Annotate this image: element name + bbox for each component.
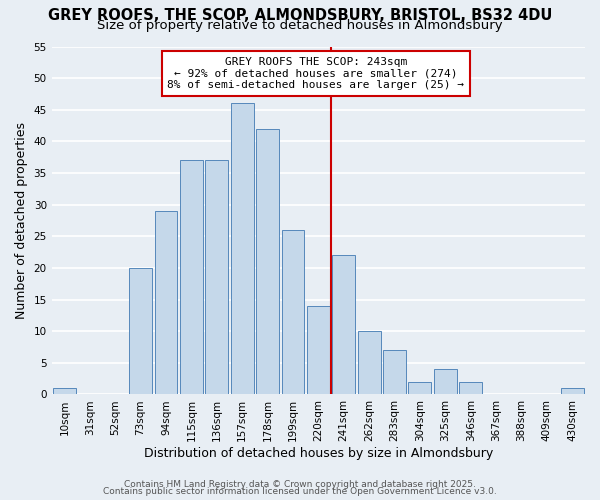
Bar	[205, 160, 228, 394]
Bar	[358, 331, 380, 394]
Bar	[561, 388, 584, 394]
Bar	[155, 211, 178, 394]
Bar	[180, 160, 203, 394]
Bar	[459, 382, 482, 394]
Bar	[307, 306, 330, 394]
Bar	[256, 128, 279, 394]
Text: Contains HM Land Registry data © Crown copyright and database right 2025.: Contains HM Land Registry data © Crown c…	[124, 480, 476, 489]
Bar	[383, 350, 406, 395]
Bar	[409, 382, 431, 394]
X-axis label: Distribution of detached houses by size in Almondsbury: Distribution of detached houses by size …	[144, 447, 493, 460]
Bar	[231, 104, 254, 395]
Text: Contains public sector information licensed under the Open Government Licence v3: Contains public sector information licen…	[103, 487, 497, 496]
Text: GREY ROOFS, THE SCOP, ALMONDSBURY, BRISTOL, BS32 4DU: GREY ROOFS, THE SCOP, ALMONDSBURY, BRIST…	[48, 8, 552, 22]
Bar	[53, 388, 76, 394]
Bar	[129, 268, 152, 394]
Bar	[332, 256, 355, 394]
Y-axis label: Number of detached properties: Number of detached properties	[15, 122, 28, 319]
Bar	[281, 230, 304, 394]
Bar	[434, 369, 457, 394]
Text: Size of property relative to detached houses in Almondsbury: Size of property relative to detached ho…	[97, 18, 503, 32]
Text: GREY ROOFS THE SCOP: 243sqm
← 92% of detached houses are smaller (274)
8% of sem: GREY ROOFS THE SCOP: 243sqm ← 92% of det…	[167, 57, 464, 90]
